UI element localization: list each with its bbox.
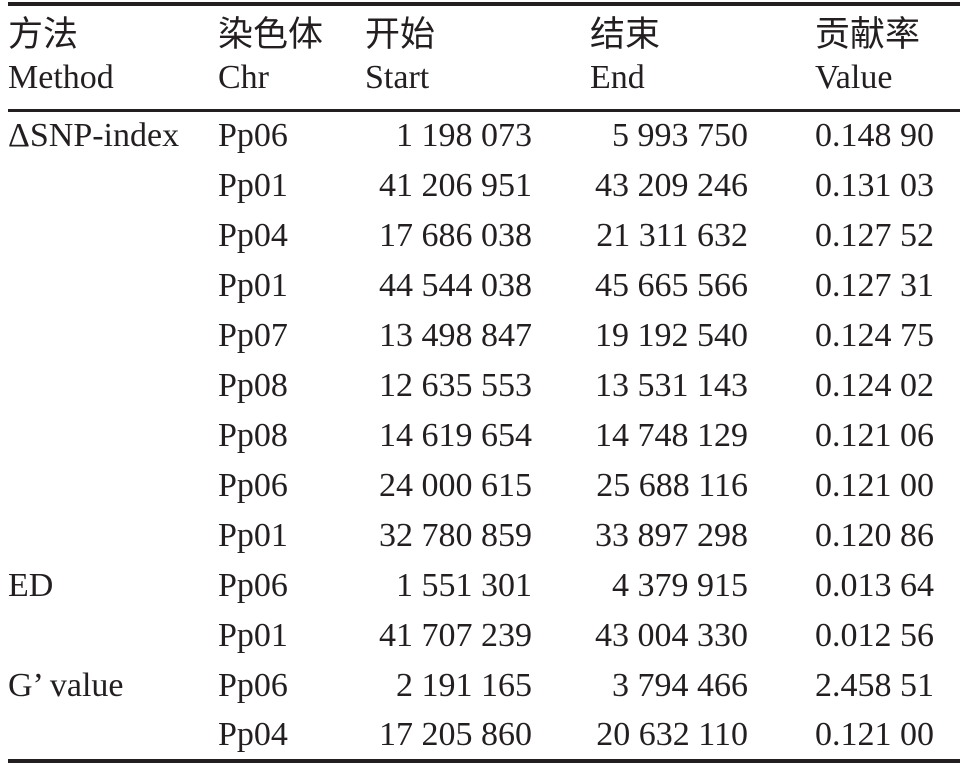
table-row: Pp04 17 686 038 21 311 632 0.127 52	[8, 211, 960, 261]
chr-cell: Pp06	[218, 466, 288, 504]
method-cell	[8, 511, 218, 561]
start-cell: 41 707 239	[379, 616, 532, 654]
column-header-end: 结束 End	[540, 4, 755, 112]
table-row: ED Pp06 1 551 301 4 379 915 0.013 64	[8, 561, 960, 611]
header-value-zh: 贡献率	[815, 15, 921, 54]
table-row: Pp08 14 619 654 14 748 129 0.121 06	[8, 411, 960, 461]
end-cell: 4 379 915	[612, 566, 748, 604]
chr-cell: Pp01	[218, 616, 288, 654]
start-cell: 1 198 073	[396, 117, 532, 155]
chr-cell: Pp06	[218, 666, 288, 704]
method-cell	[8, 161, 218, 211]
chr-cell: Pp01	[218, 266, 288, 304]
end-cell: 13 531 143	[595, 366, 748, 404]
end-cell: 45 665 566	[595, 266, 748, 304]
chr-cell: Pp04	[218, 216, 288, 254]
header-end-en: End	[590, 59, 645, 96]
column-header-chr: 染色体 Chr	[218, 4, 365, 112]
start-cell: 24 000 615	[379, 466, 532, 504]
chr-cell: Pp08	[218, 416, 288, 454]
column-header-value: 贡献率 Value	[755, 4, 960, 112]
start-cell: 41 206 951	[379, 166, 532, 204]
table-row: ΔSNP-index Pp06 1 198 073 5 993 750 0.14…	[8, 111, 960, 161]
table-body: ΔSNP-index Pp06 1 198 073 5 993 750 0.14…	[8, 111, 960, 761]
end-cell: 20 632 110	[596, 715, 748, 753]
start-cell: 2 191 165	[396, 666, 532, 704]
header-method-en: Method	[8, 59, 114, 96]
start-cell: 1 551 301	[396, 566, 532, 604]
value-cell: 0.124 02	[815, 366, 934, 404]
start-cell: 12 635 553	[379, 366, 532, 404]
header-method-zh: 方法	[8, 15, 79, 54]
chr-cell: Pp04	[218, 715, 288, 753]
value-cell: 2.458 51	[815, 666, 934, 704]
value-cell: 0.013 64	[815, 566, 934, 604]
end-cell: 21 311 632	[596, 216, 748, 254]
value-cell: 0.127 52	[815, 216, 934, 254]
method-cell: ED	[8, 566, 54, 604]
column-header-method: 方法 Method	[8, 4, 218, 112]
table-row: Pp07 13 498 847 19 192 540 0.124 75	[8, 311, 960, 361]
method-cell	[8, 611, 218, 661]
header-end-zh: 结束	[590, 15, 661, 54]
start-cell: 13 498 847	[379, 316, 532, 354]
method-cell	[8, 211, 218, 261]
value-cell: 0.120 86	[815, 516, 934, 554]
method-cell	[8, 461, 218, 511]
end-cell: 25 688 116	[596, 466, 748, 504]
method-cell	[8, 311, 218, 361]
start-cell: 14 619 654	[379, 416, 532, 454]
table-row: Pp01 32 780 859 33 897 298 0.120 86	[8, 511, 960, 561]
qtl-results-table: 方法 Method 染色体 Chr 开始 Start 结束 End 贡献率	[8, 2, 960, 763]
value-cell: 0.121 06	[815, 416, 934, 454]
start-cell: 32 780 859	[379, 516, 532, 554]
end-cell: 33 897 298	[595, 516, 748, 554]
table-row: G’ value Pp06 2 191 165 3 794 466 2.458 …	[8, 661, 960, 711]
table-row: Pp08 12 635 553 13 531 143 0.124 02	[8, 361, 960, 411]
header-value-en: Value	[815, 59, 893, 96]
value-cell: 0.124 75	[815, 316, 934, 354]
table-row: Pp06 24 000 615 25 688 116 0.121 00	[8, 461, 960, 511]
method-cell	[8, 411, 218, 461]
table-header: 方法 Method 染色体 Chr 开始 Start 结束 End 贡献率	[8, 4, 960, 112]
header-row: 方法 Method 染色体 Chr 开始 Start 结束 End 贡献率	[8, 4, 960, 112]
end-cell: 14 748 129	[595, 416, 748, 454]
table-row: Pp04 17 205 860 20 632 110 0.121 00	[8, 711, 960, 761]
end-cell: 5 993 750	[612, 117, 748, 155]
value-cell: 0.127 31	[815, 266, 934, 304]
start-cell: 17 205 860	[379, 715, 532, 753]
header-start-en: Start	[365, 59, 430, 96]
method-cell	[8, 711, 218, 761]
value-cell: 0.148 90	[815, 117, 934, 155]
value-cell: 0.012 56	[815, 616, 934, 654]
column-header-start: 开始 Start	[365, 4, 540, 112]
value-cell: 0.121 00	[815, 466, 934, 504]
table-row: Pp01 41 707 239 43 004 330 0.012 56	[8, 611, 960, 661]
method-cell	[8, 361, 218, 411]
method-cell: G’ value	[8, 666, 124, 704]
value-cell: 0.121 00	[815, 715, 934, 753]
chr-cell: Pp06	[218, 117, 288, 155]
start-cell: 44 544 038	[379, 266, 532, 304]
header-start-zh: 开始	[365, 15, 436, 54]
end-cell: 19 192 540	[595, 316, 748, 354]
table-row: Pp01 41 206 951 43 209 246 0.131 03	[8, 161, 960, 211]
start-cell: 17 686 038	[379, 216, 532, 254]
chr-cell: Pp08	[218, 366, 288, 404]
method-cell: ΔSNP-index	[8, 117, 180, 155]
end-cell: 43 004 330	[595, 616, 748, 654]
end-cell: 43 209 246	[595, 166, 748, 204]
chr-cell: Pp01	[218, 166, 288, 204]
header-chr-en: Chr	[218, 59, 269, 96]
chr-cell: Pp07	[218, 316, 288, 354]
table-row: Pp01 44 544 038 45 665 566 0.127 31	[8, 261, 960, 311]
chr-cell: Pp06	[218, 566, 288, 604]
header-chr-zh: 染色体	[218, 15, 324, 54]
chr-cell: Pp01	[218, 516, 288, 554]
method-cell	[8, 261, 218, 311]
value-cell: 0.131 03	[815, 166, 934, 204]
end-cell: 3 794 466	[612, 666, 748, 704]
